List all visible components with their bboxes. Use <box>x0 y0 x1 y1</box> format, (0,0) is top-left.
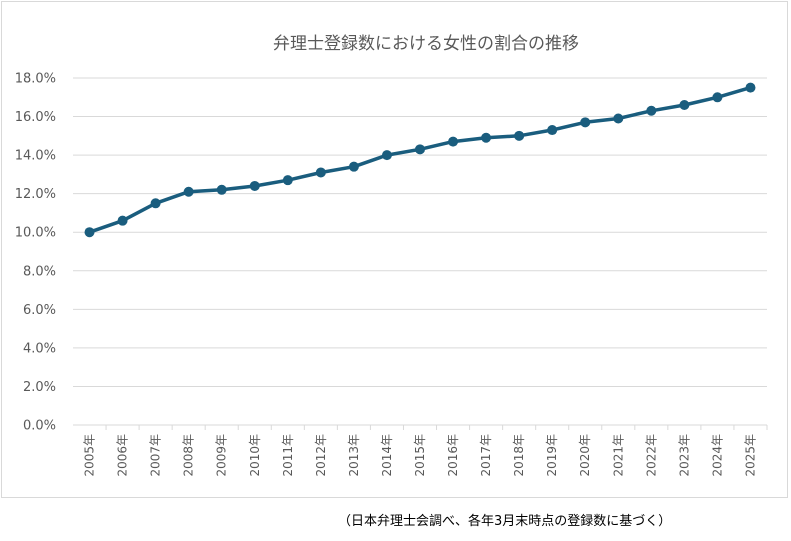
x-tick-label: 2021年 <box>611 434 625 477</box>
chart-frame <box>1 1 788 498</box>
data-point <box>216 184 227 195</box>
x-tick-label: 2017年 <box>479 434 493 477</box>
data-point <box>183 186 194 197</box>
data-point <box>514 130 525 141</box>
data-point <box>315 167 326 178</box>
x-tick-label: 2006年 <box>116 434 130 477</box>
x-tick-label: 2013年 <box>347 434 361 477</box>
x-tick-label: 2023年 <box>677 434 691 477</box>
x-axis-ticks: 2005年 2006年 2007年 2008年 2009年 2010年 2011年 2012年… <box>83 425 768 477</box>
x-tick-label: 2024年 <box>710 434 724 477</box>
x-tick-label: 2025年 <box>743 434 757 477</box>
data-point <box>117 215 128 226</box>
data-point <box>580 117 591 128</box>
x-tick-label: 2014年 <box>380 434 394 477</box>
data-point <box>448 136 459 147</box>
data-point <box>381 150 392 161</box>
x-tick-label: 2015年 <box>413 434 427 477</box>
data-point <box>84 227 95 238</box>
x-tick-label: 2019年 <box>545 434 559 477</box>
data-point <box>547 125 558 136</box>
x-tick-label: 2009年 <box>215 434 229 477</box>
data-point <box>679 99 690 110</box>
source-note: （日本弁理士会調べ、各年3月末時点の登録数に基づく） <box>338 514 672 529</box>
data-point <box>613 113 624 124</box>
chart-title: 弁理士登録数における女性の割合の推移 <box>273 34 579 54</box>
y-tick-label: 8.0% <box>23 264 56 279</box>
data-point <box>712 92 723 103</box>
x-tick-label: 2010年 <box>248 434 262 477</box>
x-tick-label: 2022年 <box>644 434 658 477</box>
y-tick-label: 0.0% <box>23 419 56 434</box>
y-tick-label: 16.0% <box>15 110 56 125</box>
y-tick-label: 18.0% <box>15 72 56 87</box>
x-tick-label: 2005年 <box>83 434 97 477</box>
x-tick-label: 2012年 <box>314 434 328 477</box>
data-point <box>481 132 492 143</box>
x-tick-label: 2008年 <box>182 434 196 477</box>
y-tick-label: 12.0% <box>15 187 56 202</box>
y-tick-label: 14.0% <box>15 149 56 164</box>
x-tick-label: 2018年 <box>512 434 526 477</box>
x-tick-label: 2007年 <box>149 434 163 477</box>
data-point <box>646 105 657 116</box>
y-tick-label: 6.0% <box>23 303 56 318</box>
data-point <box>150 198 161 209</box>
data-point <box>745 82 756 93</box>
x-tick-label: 2016年 <box>446 434 460 477</box>
y-tick-label: 2.0% <box>23 380 56 395</box>
data-point <box>249 180 260 191</box>
data-point <box>282 175 293 186</box>
series-group <box>84 82 756 238</box>
data-point <box>348 161 359 172</box>
data-point <box>415 144 425 155</box>
y-axis-ticks: 0.0% 2.0% 4.0% 6.0% 8.0% 10.0% 12.0% 14.0% 16.0%… <box>15 72 56 434</box>
y-tick-label: 4.0% <box>23 341 56 356</box>
gridlines <box>73 77 767 426</box>
y-tick-label: 10.0% <box>15 226 56 241</box>
x-tick-label: 2011年 <box>281 434 295 477</box>
x-tick-label: 2020年 <box>578 434 592 477</box>
